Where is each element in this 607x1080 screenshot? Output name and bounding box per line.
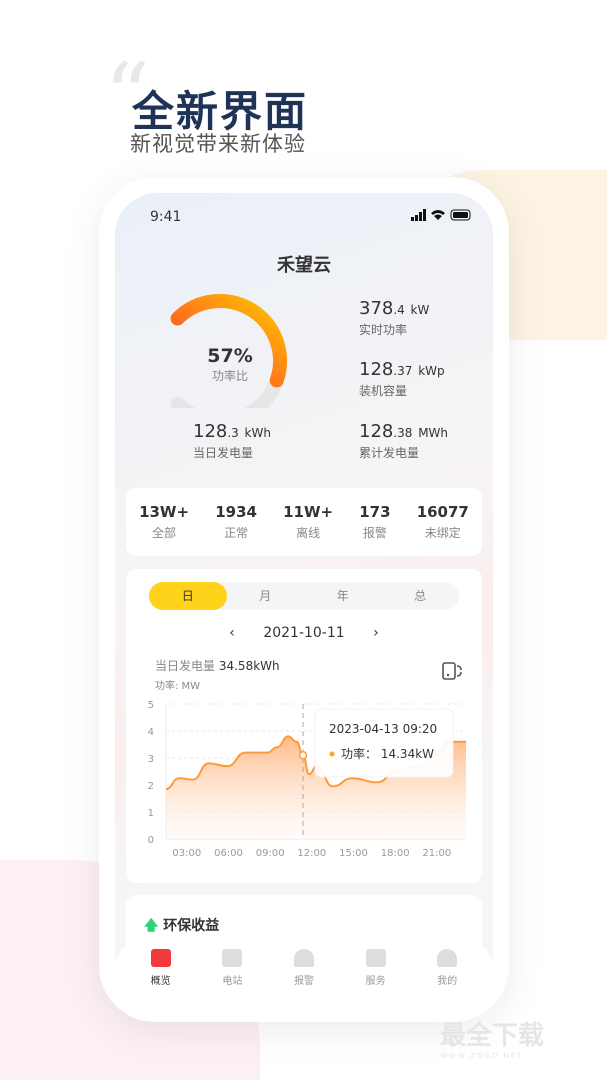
tooltip-box: [314, 708, 454, 778]
promo-headline: 全新界面: [132, 87, 309, 136]
power-chart-card: 日 月 年 总 ‹ 2021-10-11 › 当日发电量 34.58kWh 功率…: [126, 569, 482, 883]
count-unbound[interactable]: 16077 未绑定: [416, 503, 469, 540]
tooltip-value: 功率： 14.34kW: [341, 746, 434, 761]
power-chart: 0 1 2 3 4 5 03:00 06:00 09:00 12:00 15:00 18:00 21:0…: [148, 700, 466, 859]
service-icon: [365, 949, 386, 967]
daily-energy: 当日发电量 34.58kWh: [155, 659, 280, 673]
metric-total-energy: 128.38 MWh 累计发电量: [359, 421, 449, 460]
status-bar: 9:41: [150, 209, 473, 225]
period-tabs: 日 月 年 总: [149, 582, 459, 610]
count-offline[interactable]: 11W+ 离线: [283, 503, 334, 540]
promo-subtitle: 新视觉带来新体验: [130, 132, 306, 156]
tab-day[interactable]: 日: [149, 582, 227, 610]
date-nav: ‹ 2021-10-11 ›: [126, 625, 482, 641]
y-tick-label: 2: [148, 781, 154, 792]
count-all[interactable]: 13W+ 全部: [139, 503, 190, 540]
series-area: [166, 736, 466, 839]
tooltip-title: 2023-04-13 09:20: [329, 722, 437, 736]
y-tick-label: 5: [148, 700, 154, 711]
prev-date-icon[interactable]: ‹: [229, 625, 235, 641]
metric-daily-energy: 128.3 kWh 当日发电量: [193, 421, 271, 460]
fullscreen-icon[interactable]: [442, 662, 462, 680]
hover-point: [298, 751, 308, 760]
count-normal[interactable]: 1934 正常: [215, 503, 257, 540]
power-ratio-gauge: [170, 294, 287, 408]
x-tick-label: 21:00: [422, 848, 451, 859]
count-alarm[interactable]: 173 报警: [359, 503, 391, 540]
eco-title: 环保收益: [163, 918, 220, 934]
y-tick-label: 1: [148, 808, 154, 819]
current-date[interactable]: 2021-10-11: [263, 625, 345, 641]
app-title: 禾望云: [277, 255, 331, 276]
station-icon: [222, 949, 243, 967]
tab-service[interactable]: 服务: [351, 941, 401, 1003]
next-date-icon[interactable]: ›: [373, 625, 379, 641]
y-tick-label: 3: [148, 754, 154, 765]
tab-month[interactable]: 月: [259, 589, 272, 603]
x-tick-label: 12:00: [297, 848, 326, 859]
quote-mark: “: [104, 44, 151, 149]
status-icons: [411, 209, 473, 225]
tooltip-dot: [329, 751, 335, 757]
overview-icon: [150, 949, 171, 967]
x-tick-label: 06:00: [214, 848, 243, 859]
x-tick-label: 03:00: [172, 848, 201, 859]
tab-station[interactable]: 电站: [207, 941, 257, 1003]
tab-profile[interactable]: 我的: [422, 941, 472, 1003]
station-counts: 13W+ 全部 1934 正常 11W+ 离线 173 报警 16077 未绑定: [126, 488, 482, 556]
x-tick-label: 18:00: [381, 848, 410, 859]
chart-unit: 功率: MW: [155, 681, 201, 692]
x-tick-label: 09:00: [256, 848, 285, 859]
y-tick-label: 0: [148, 835, 154, 846]
tab-year[interactable]: 年: [336, 589, 349, 603]
tab-overview[interactable]: 概览: [136, 941, 186, 1003]
gauge-label: 功率比: [211, 369, 248, 383]
metric-capacity: 128.37 kWp 装机容量: [359, 359, 445, 398]
tab-alarm[interactable]: 报警: [279, 941, 329, 1003]
app-screen: 9:41 禾望云 57% 功率比 378.4 kW 实时功率 128.37 kW…: [115, 193, 493, 1003]
alarm-icon: [293, 949, 314, 967]
x-tick-label: 15:00: [339, 848, 368, 859]
bottom-tab-bar: 概览 电站 报警 服务 我的: [115, 941, 493, 1003]
metric-realtime-power: 378.4 kW 实时功率: [359, 298, 430, 337]
watermark: 最全下载 WWW.ZQGD.NET: [440, 1021, 545, 1060]
status-time: 9:41: [150, 209, 182, 225]
y-tick-label: 4: [148, 727, 154, 738]
profile-icon: [437, 949, 458, 967]
tab-total[interactable]: 总: [414, 589, 427, 603]
arrow-up-icon: 🡅: [144, 918, 159, 934]
gauge-value: 57%: [207, 345, 253, 367]
